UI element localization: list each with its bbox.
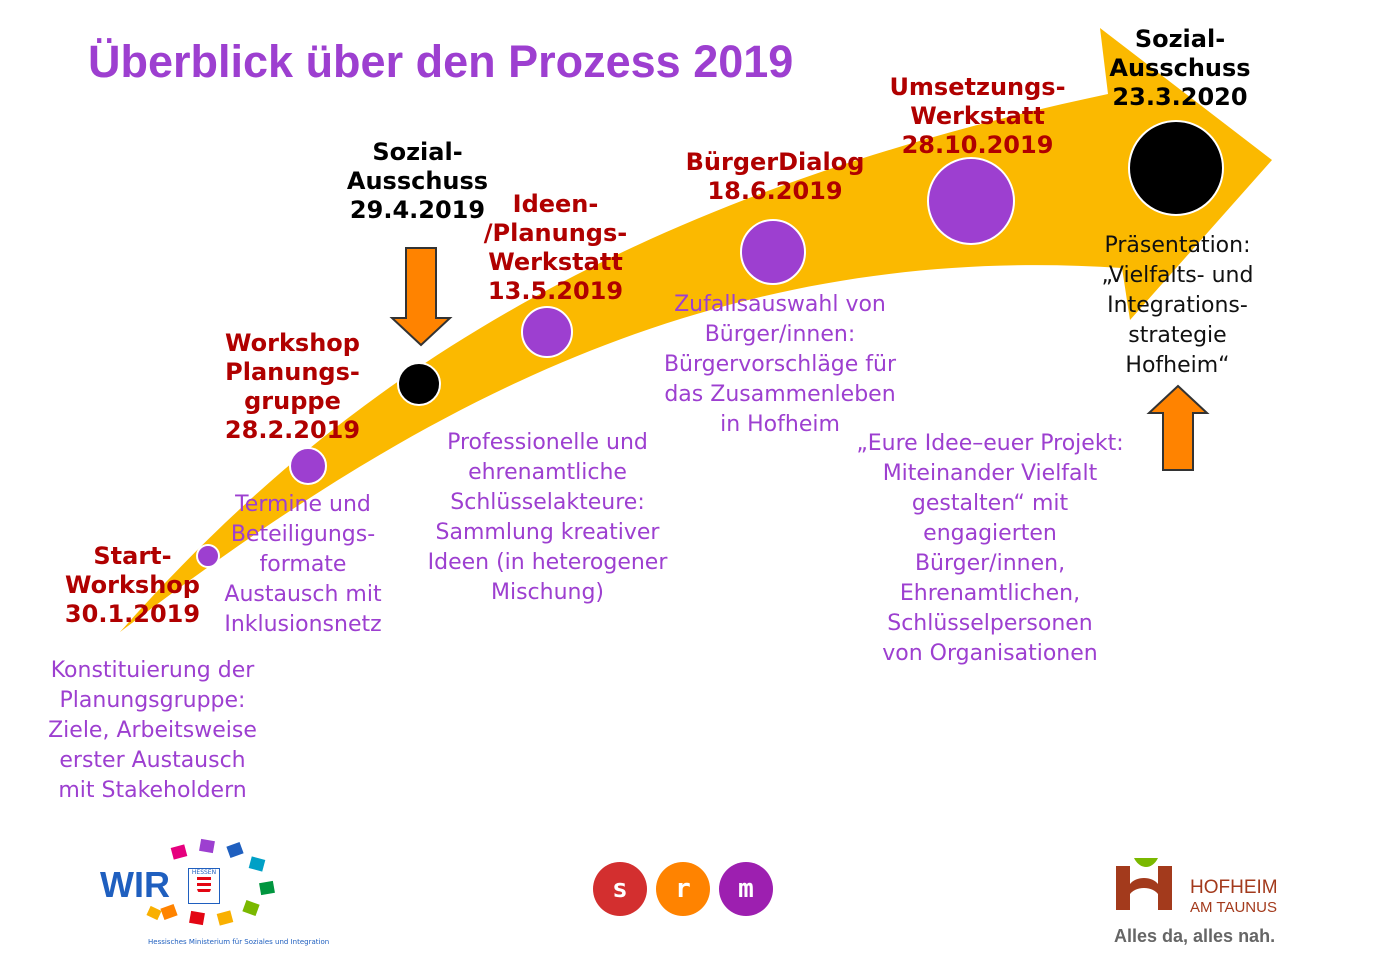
srm-logo-m: m [719,862,773,916]
hessen-badge-text: HESSEN [191,869,217,876]
milestone-label-umsetzungswerkstatt: Umsetzungs- Werkstatt 28.10.2019 [889,73,1066,159]
milestone-label-buergerdialog: BürgerDialog 18.6.2019 [685,148,865,205]
milestone-desc-ideen-werkstatt: Professionelle und ehrenamtliche Schlüss… [427,430,668,605]
hofheim-name-line2: AM TAUNUS [1190,899,1277,916]
hofheim-slogan: Alles da, alles nah. [1114,926,1276,946]
wir-text: WIR [100,864,170,905]
srm-logo-s: s [593,862,647,916]
milestone-dot-sozialausschuss-2019 [397,362,441,406]
milestone-label-start-workshop: Start- Workshop 30.1.2019 [64,542,201,628]
puzzle-pieces-icon [146,838,275,926]
milestone-dot-workshop-planungsgruppe [289,447,327,485]
milestone-desc-start-workshop: Konstituierung der Planungsgruppe: Ziele… [48,658,257,803]
hofheim-logo: HOFHEIM AM TAUNUS Alles da, alles nah. [1112,848,1302,948]
milestone-dot-ideen-werkstatt [521,306,573,358]
srm-logo-r: r [656,862,710,916]
milestone-label-sozialausschuss-2019: Sozial- Ausschuss 29.4.2019 [346,138,489,224]
milestone-label-sozialausschuss-2020: Sozial- Ausschuss 23.3.2020 [1109,25,1251,111]
hessen-lion-icon [197,877,211,895]
milestone-dot-buergerdialog [740,219,806,285]
milestone-desc-buergerdialog: Zufallsauswahl von Bürger/innen: Bürgerv… [663,292,897,437]
hofheim-name-line1: HOFHEIM [1190,877,1278,898]
milestone-dot-sozialausschuss-2020 [1128,120,1224,216]
milestone-desc-sozialausschuss-2020: Präsentation: „Vielfalts- und Integratio… [1101,233,1254,378]
arrow-down-icon [389,247,453,347]
wir-caption: Hessisches Ministerium für Soziales und … [148,938,330,946]
milestone-dot-umsetzungswerkstatt [927,157,1015,245]
milestone-label-workshop-planungsgruppe: Workshop Planungs- gruppe 28.2.2019 [224,329,361,444]
milestone-dot-start-workshop [196,544,220,568]
wir-logo: WIR HESSEN Hessisches Ministerium für So… [100,836,329,951]
hofheim-h-icon [1116,858,1172,910]
milestone-desc-umsetzungswerkstatt: „Eure Idee–euer Projekt: Miteinander Vie… [856,431,1124,666]
milestone-label-ideen-werkstatt: Ideen- /Planungs- Werkstatt 13.5.2019 [483,190,628,305]
arrow-up-icon [1146,384,1210,471]
hessen-badge: HESSEN [188,868,220,904]
milestone-desc-workshop-planungsgruppe: Termine und Beteiligungs- formate Austau… [224,492,382,637]
page-title: Überblick über den Prozess 2019 [88,36,794,87]
